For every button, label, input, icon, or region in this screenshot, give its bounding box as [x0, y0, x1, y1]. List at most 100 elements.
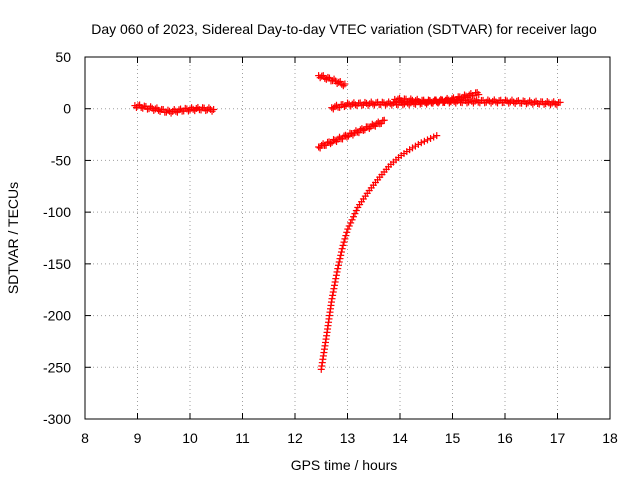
data-point [530, 98, 538, 106]
x-tick-label: 9 [134, 430, 142, 446]
data-point [348, 216, 356, 224]
data-point [414, 140, 422, 148]
data-point [449, 96, 457, 104]
data-point [347, 130, 355, 138]
y-tick-label: -100 [43, 204, 71, 220]
x-tick-label: 18 [602, 430, 618, 446]
data-point [492, 98, 500, 106]
data-point [556, 98, 564, 106]
data-point [407, 95, 415, 103]
data-point [205, 104, 213, 112]
data-point [343, 228, 351, 236]
data-point [192, 104, 200, 112]
data-point [471, 97, 479, 105]
data-point [548, 99, 556, 107]
x-tick-label: 17 [550, 430, 566, 446]
data-point [427, 134, 435, 142]
data-point [423, 136, 431, 144]
data-point [327, 140, 335, 148]
data-point [328, 104, 336, 112]
data-point [184, 107, 192, 115]
data-point [466, 96, 474, 104]
y-tick-label: 0 [63, 101, 71, 117]
chart-title: Day 060 of 2023, Sidereal Day-to-day VTE… [91, 21, 597, 37]
data-point [164, 106, 172, 114]
data-point [420, 137, 428, 145]
y-tick-label: -50 [51, 152, 71, 168]
data-point [463, 99, 471, 107]
data-point [341, 80, 349, 88]
x-tick-label: 10 [182, 430, 198, 446]
data-point [351, 210, 359, 218]
data-point [351, 101, 359, 109]
data-point [462, 92, 470, 100]
data-point [172, 107, 180, 115]
x-tick-label: 11 [235, 430, 250, 446]
data-point [502, 96, 510, 104]
data-point [322, 141, 330, 149]
data-point [348, 100, 356, 108]
data-point [513, 97, 521, 105]
x-tick-labels: 8 9 10 11 12 13 14 15 16 17 18 [81, 430, 618, 446]
data-point [369, 100, 377, 108]
data-point [415, 98, 423, 106]
x-tick-label: 12 [287, 430, 303, 446]
data-point [412, 97, 420, 105]
y-tick-label: 50 [55, 49, 71, 65]
data-point [359, 126, 367, 134]
y-axis-label: SDTVAR / TECUs [5, 182, 21, 294]
data-point [551, 100, 559, 108]
data-point [433, 132, 441, 140]
data-point [328, 295, 336, 303]
data-point [505, 99, 513, 107]
data-point [331, 136, 339, 144]
data-point [134, 102, 142, 110]
data-point [319, 140, 327, 148]
data-point [341, 235, 349, 243]
x-tick-label: 8 [81, 430, 89, 446]
data-point [332, 275, 340, 283]
y-tick-label: -200 [43, 308, 71, 324]
data-point [342, 232, 350, 240]
data-point [337, 248, 345, 256]
data-point [334, 265, 342, 273]
data-point [487, 99, 495, 107]
data-point [330, 285, 338, 293]
x-axis-label: GPS time / hours [291, 457, 398, 473]
data-point [386, 100, 394, 108]
data-point [510, 98, 518, 106]
data-point [337, 251, 345, 259]
data-point [344, 225, 352, 233]
data-point [188, 104, 196, 112]
data-point [335, 261, 343, 269]
data-point [445, 99, 453, 107]
y-tick-label: -300 [43, 411, 71, 427]
data-point [340, 103, 348, 111]
x-tick-label: 15 [445, 430, 461, 446]
data-point [338, 245, 346, 253]
data-point [352, 207, 360, 215]
data-point [344, 99, 352, 107]
data-point [475, 91, 483, 99]
data-point [331, 281, 339, 289]
data-point [329, 291, 337, 299]
data-point [332, 271, 340, 279]
data-point [333, 268, 341, 276]
data-points [131, 72, 564, 373]
data-point [546, 101, 554, 109]
data-point [345, 222, 353, 230]
data-point [147, 103, 155, 111]
axis-ticks [84, 56, 611, 420]
data-point [167, 109, 175, 117]
data-point [340, 238, 348, 246]
data-point [410, 98, 418, 106]
data-point [474, 98, 482, 106]
data-point [339, 82, 347, 90]
y-tick-labels: -300 -250 -200 -150 -100 -50 0 50 [43, 49, 71, 427]
x-tick-label: 13 [340, 430, 356, 446]
data-point [374, 118, 382, 126]
data-point [343, 133, 351, 141]
data-point [432, 98, 440, 106]
data-point [364, 101, 372, 109]
